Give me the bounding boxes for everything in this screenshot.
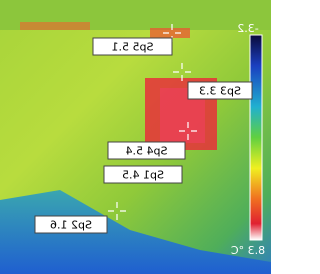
color-scale-bar (250, 35, 262, 240)
spot-label: Sp5 5.1 (112, 41, 154, 54)
spot-label: Sp1 4.5 (122, 169, 164, 182)
scale-bottom-label: 8.3 °C (231, 244, 265, 257)
warm-edge (20, 22, 90, 30)
spot-label: Sp2 1.6 (50, 219, 92, 232)
warm-spot (150, 28, 190, 38)
page: Sp5 5.1 Sp3 3.3 Sp4 5.4 Sp1 4.5 Sp2 1.6 -3.2… (0, 0, 271, 274)
spot-label: Sp3 3.3 (199, 85, 241, 98)
spot-label: Sp4 5.4 (126, 145, 168, 158)
thermal-image: Sp5 5.1 Sp3 3.3 Sp4 5.4 Sp1 4.5 Sp2 1.6 -3.2… (0, 0, 271, 274)
scale-top-label: -3.2 (237, 22, 258, 35)
